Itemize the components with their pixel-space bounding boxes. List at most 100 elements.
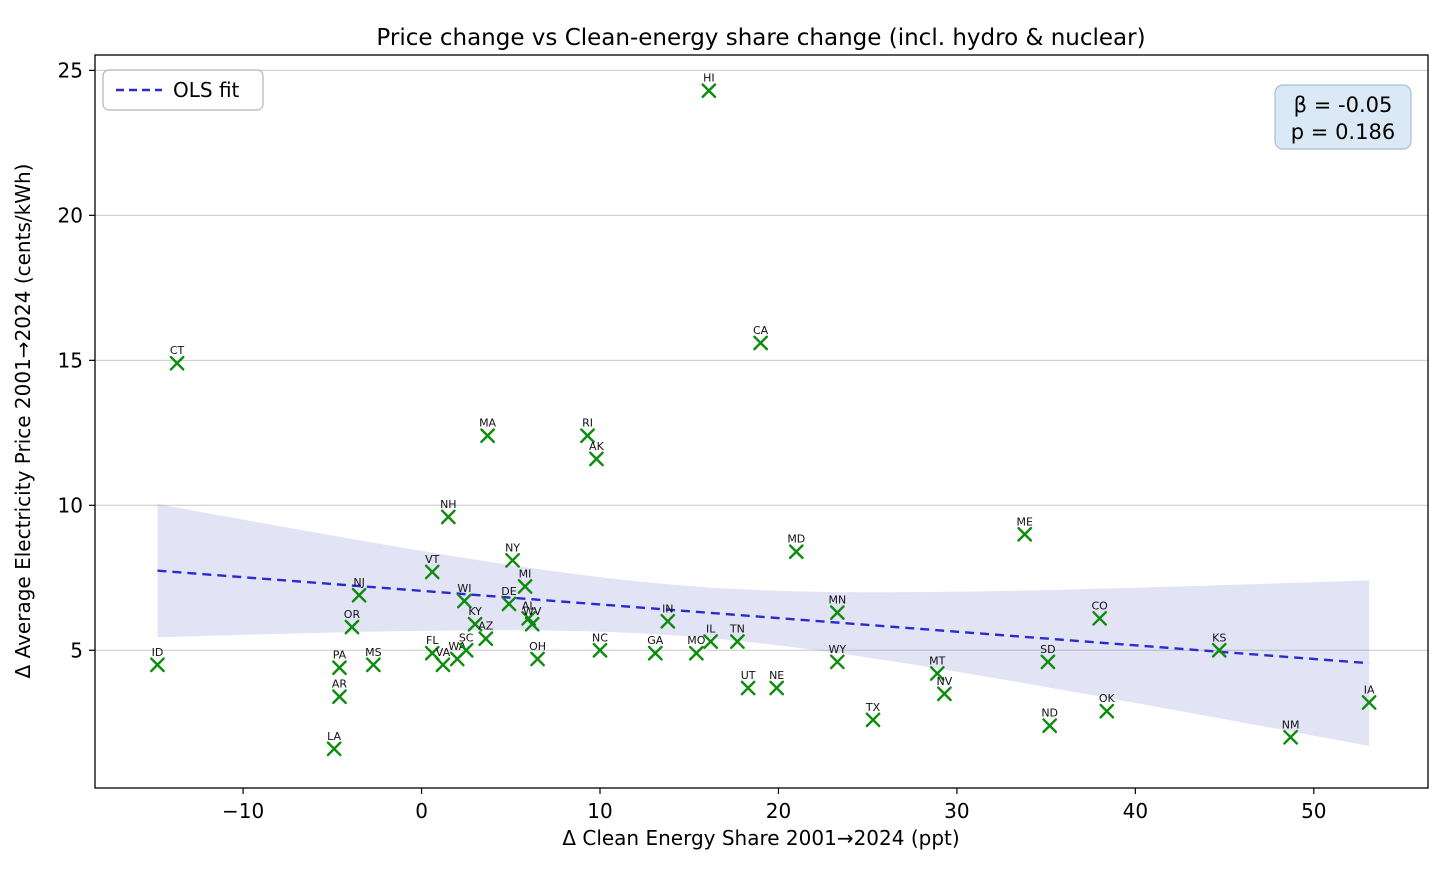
y-tick-label: 15: [58, 348, 83, 372]
state-label: MI: [519, 567, 532, 580]
x-marker: [326, 741, 342, 757]
data-point-wy: WY: [829, 643, 847, 670]
ols-line: [157, 569, 1370, 665]
state-label: NJ: [353, 576, 364, 589]
data-point-ne: NE: [769, 669, 784, 696]
x-marker: [365, 657, 381, 673]
data-point-nh: NH: [440, 498, 457, 525]
x-marker: [701, 83, 717, 99]
x-marker: [344, 619, 360, 635]
state-label: WI: [457, 582, 471, 595]
state-label: NC: [592, 631, 608, 644]
data-point-ok: OK: [1099, 692, 1116, 719]
data-point-wi: WI: [456, 582, 472, 609]
state-label: MT: [929, 654, 945, 667]
x-marker: [829, 605, 845, 620]
x-marker: [753, 335, 769, 351]
x-marker: [169, 355, 185, 371]
y-tick-label: 25: [58, 58, 83, 82]
state-label: MO: [687, 634, 705, 647]
state-label: SD: [1040, 643, 1055, 656]
data-point-nc: NC: [592, 631, 608, 658]
x-marker: [150, 657, 165, 673]
state-label: AZ: [478, 620, 494, 633]
x-marker: [580, 428, 595, 444]
stats-box-bg: [1274, 84, 1412, 150]
x-marker: [351, 587, 367, 603]
x-marker: [1092, 610, 1108, 626]
state-label: ME: [1016, 515, 1032, 528]
stats-pvalue: p = 0.186: [1291, 120, 1395, 144]
x-marker: [478, 631, 494, 647]
state-label: DE: [501, 585, 516, 598]
data-point-ks: KS: [1211, 631, 1227, 658]
data-point-va: VA: [435, 646, 451, 673]
state-label: OR: [344, 608, 361, 621]
stats-beta: β = -0.05: [1294, 93, 1393, 117]
data-point-wv: WV: [523, 605, 542, 632]
x-marker: [865, 712, 881, 728]
data-point-ny: NY: [505, 541, 520, 568]
state-label: MN: [828, 594, 846, 607]
x-marker: [467, 616, 483, 632]
data-point-sc: SC: [458, 631, 474, 658]
x-marker: [740, 680, 756, 696]
x-marker: [1042, 718, 1058, 734]
data-point-hi: HI: [701, 72, 717, 99]
x-marker: [530, 651, 545, 667]
state-label: WV: [523, 605, 542, 618]
state-label: MA: [479, 417, 496, 430]
x-marker: [688, 645, 704, 661]
y-tick-label: 20: [58, 203, 83, 227]
data-point-ga: GA: [647, 634, 664, 661]
data-point-mt: MT: [929, 654, 946, 681]
x-tick-label: 0: [415, 799, 428, 823]
state-label: NV: [937, 675, 953, 688]
data-point-ct: CT: [169, 344, 185, 371]
data-point-nd: ND: [1041, 707, 1058, 734]
data-point-ut: UT: [740, 669, 756, 696]
data-point-or: OR: [344, 608, 361, 635]
x-marker: [524, 616, 540, 632]
data-point-nj: NJ: [351, 576, 367, 603]
state-label: IN: [662, 602, 673, 615]
x-tick-label: −10: [222, 799, 264, 823]
y-tick-label: 5: [70, 638, 83, 662]
state-label: FL: [426, 634, 439, 647]
x-marker: [647, 645, 663, 661]
state-label: IA: [1364, 683, 1375, 696]
x-marker: [937, 686, 952, 702]
x-axis-label: Δ Clean Energy Share 2001→2024 (ppt): [562, 826, 959, 850]
ols-confidence-band: [157, 504, 1370, 746]
data-point-de: DE: [501, 585, 517, 612]
state-label: WY: [829, 643, 847, 656]
state-label: IL: [706, 623, 716, 636]
state-label: CO: [1091, 599, 1108, 612]
x-marker: [1040, 654, 1056, 670]
state-label: ND: [1041, 707, 1058, 720]
x-marker: [1361, 695, 1377, 710]
data-point-tn: TN: [729, 623, 745, 649]
data-point-co: CO: [1091, 599, 1108, 626]
data-point-in: IN: [660, 602, 676, 629]
x-tick-label: 50: [1301, 799, 1326, 823]
x-tick-label: 40: [1123, 799, 1148, 823]
data-point-sd: SD: [1040, 643, 1056, 670]
x-marker: [332, 660, 347, 676]
state-label: GA: [647, 634, 664, 647]
data-point-ak: AK: [589, 440, 605, 467]
data-point-ms: MS: [365, 646, 382, 673]
legend-box: [102, 69, 264, 111]
data-point-ky: KY: [467, 605, 483, 632]
x-marker: [929, 666, 945, 681]
x-marker: [829, 654, 845, 670]
x-marker: [1211, 642, 1227, 658]
data-point-la: LA: [326, 730, 342, 757]
x-marker: [788, 544, 804, 560]
x-tick-label: 10: [587, 799, 612, 823]
chart-title: Price change vs Clean-energy share chang…: [376, 25, 1145, 51]
state-label: CT: [170, 344, 185, 357]
state-label: ID: [152, 646, 164, 659]
y-axis-label: Δ Average Electricity Price 2001→2024 (c…: [11, 164, 35, 679]
